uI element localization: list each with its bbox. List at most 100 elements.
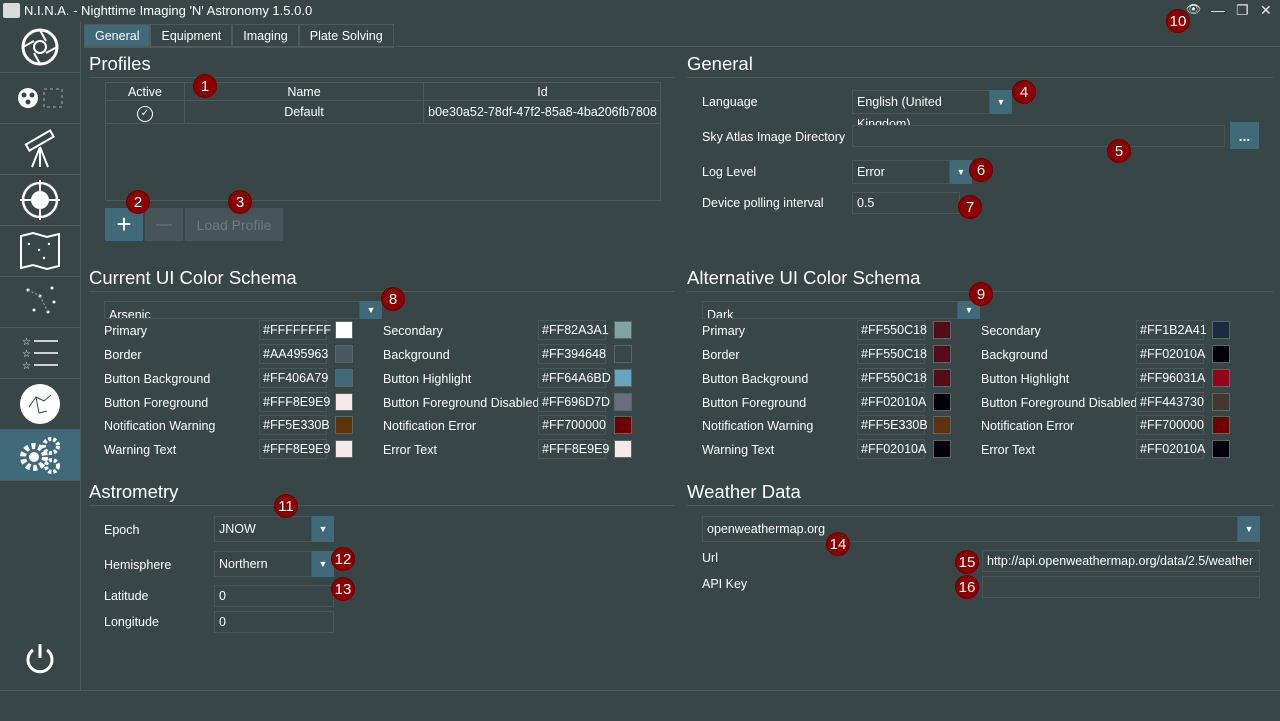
color-hex-input[interactable]: #FFF8E9E9 [259,392,330,412]
color-swatch[interactable] [614,345,632,363]
color-hex-input[interactable]: #FF02010A [857,392,926,412]
profile-name-cell[interactable]: Default [185,101,424,124]
tab-plate-solving[interactable]: Plate Solving [298,24,394,48]
column-header-active[interactable]: Active [106,83,185,101]
color-hex-input[interactable]: #FF82A3A1 [538,320,609,340]
color-swatch[interactable] [933,345,951,363]
color-hex-input[interactable]: #FF02010A [1136,439,1205,459]
longitude-label: Longitude [104,615,159,629]
power-button[interactable] [24,642,56,679]
general-divider [687,77,1273,78]
color-hex-input[interactable]: #FF550C18 [857,368,927,388]
sidebar-item-skysurvey[interactable] [0,379,80,430]
color-swatch[interactable] [335,321,353,339]
color-swatch[interactable] [614,440,632,458]
color-swatch[interactable] [933,393,951,411]
color-hex-input[interactable]: #FFFFFFFF [259,320,331,340]
color-swatch[interactable] [335,393,353,411]
sidebar-item-camera[interactable] [0,22,80,73]
color-hex-input[interactable]: #FF394648 [538,344,606,364]
load-profile-button[interactable]: Load Profile [185,208,283,241]
browse-button[interactable]: ... [1230,122,1259,149]
color-hex-input[interactable]: #FF550C18 [857,344,927,364]
alt-schema-dropdown-button[interactable]: ▼ [958,301,980,319]
color-hex-input[interactable]: #FF700000 [1136,415,1204,435]
skyatlas-directory-input[interactable] [852,125,1225,147]
color-hex-input[interactable]: #FF5E330B [857,415,928,435]
epoch-dropdown-button[interactable]: ▼ [312,516,334,542]
color-hex-input[interactable]: #FF1B2A41 [1136,320,1207,340]
color-hex-input[interactable]: #FF02010A [857,439,926,459]
color-swatch[interactable] [933,321,951,339]
color-hex-input[interactable]: #AA495963 [259,344,328,364]
alt-schema-select[interactable]: Dark [702,301,958,319]
sidebar-item-skyatlas[interactable] [0,226,80,277]
eye-icon[interactable]: 👁 [1186,2,1202,16]
tab-general[interactable]: General [84,24,151,48]
apikey-input[interactable] [982,576,1260,598]
color-swatch[interactable] [1212,416,1230,434]
tab-imaging[interactable]: Imaging [232,24,299,48]
sidebar-item-telescope[interactable] [0,124,80,175]
color-swatch[interactable] [614,393,632,411]
column-header-id[interactable]: Id [424,83,661,101]
color-swatch[interactable] [335,416,353,434]
language-dropdown-button[interactable]: ▼ [990,90,1012,114]
color-swatch[interactable] [335,440,353,458]
color-hex-input[interactable]: #FF02010A [1136,344,1205,364]
color-swatch[interactable] [933,369,951,387]
sidebar-item-options[interactable] [0,430,80,481]
color-swatch[interactable] [614,321,632,339]
color-hex-input[interactable]: #FF550C18 [857,320,927,340]
color-hex-input[interactable]: #FF64A6BD [538,368,611,388]
color-swatch[interactable] [933,416,951,434]
color-hex-input[interactable]: #FF700000 [538,415,606,435]
tab-underline [84,46,1280,47]
color-swatch[interactable] [933,440,951,458]
loglevel-select[interactable]: Error [852,160,950,184]
color-hex-input[interactable]: #FF5E330B [259,415,330,435]
color-swatch[interactable] [1212,393,1230,411]
color-hex-input[interactable]: #FFF8E9E9 [259,439,330,459]
color-swatch[interactable] [1212,345,1230,363]
add-profile-button[interactable]: + [105,208,143,241]
color-swatch[interactable] [335,345,353,363]
color-hex-input[interactable]: #FF96031A [1136,368,1205,388]
color-swatch[interactable] [614,416,632,434]
profile-active-cell[interactable]: ✓ [106,101,185,124]
color-swatch[interactable] [1212,369,1230,387]
close-button[interactable]: ✕ [1260,2,1272,18]
color-swatch[interactable] [1212,440,1230,458]
current-schema-select[interactable]: Arsenic [104,301,360,319]
hemisphere-dropdown-button[interactable]: ▼ [312,551,334,577]
color-swatch[interactable] [614,369,632,387]
weather-source-select[interactable]: openweathermap.org [702,516,1238,542]
color-hex-input[interactable]: #FF696D7D [538,392,610,412]
sidebar-item-sequence[interactable]: ☆ ☆ ☆ [0,328,80,379]
minimize-button[interactable]: — [1211,2,1225,18]
weather-source-dropdown-button[interactable]: ▼ [1238,516,1260,542]
column-header-name[interactable]: Name [185,83,424,101]
polling-interval-input[interactable]: 0.5 [852,192,960,214]
remove-profile-button[interactable]: — [145,208,183,241]
sidebar-item-framing[interactable] [0,277,80,328]
language-select[interactable]: English (United Kingdom) [852,90,990,131]
epoch-select[interactable]: JNOW [214,516,312,542]
latitude-input[interactable]: 0 [214,585,334,607]
color-swatch[interactable] [1212,321,1230,339]
color-hex-input[interactable]: #FF443730 [1136,392,1204,412]
longitude-input[interactable]: 0 [214,611,334,633]
loglevel-dropdown-button[interactable]: ▼ [950,160,972,184]
color-swatch[interactable] [335,369,353,387]
restore-button[interactable]: ❐ [1236,2,1249,18]
hemisphere-select[interactable]: Northern [214,551,312,577]
tab-equipment[interactable]: Equipment [150,24,233,48]
current-schema-dropdown-button[interactable]: ▼ [360,301,382,319]
profile-id-cell[interactable]: b0e30a52-78df-47f2-85a8-4ba206fb7808 [424,101,661,124]
color-hex-input[interactable]: #FFF8E9E9 [538,439,609,459]
sidebar-item-guider[interactable] [0,175,80,226]
svg-text:☆: ☆ [22,361,31,372]
url-input[interactable]: http://api.openweathermap.org/data/2.5/w… [982,550,1260,572]
color-hex-input[interactable]: #FF406A79 [259,368,328,388]
sidebar-item-filter[interactable] [0,73,80,124]
